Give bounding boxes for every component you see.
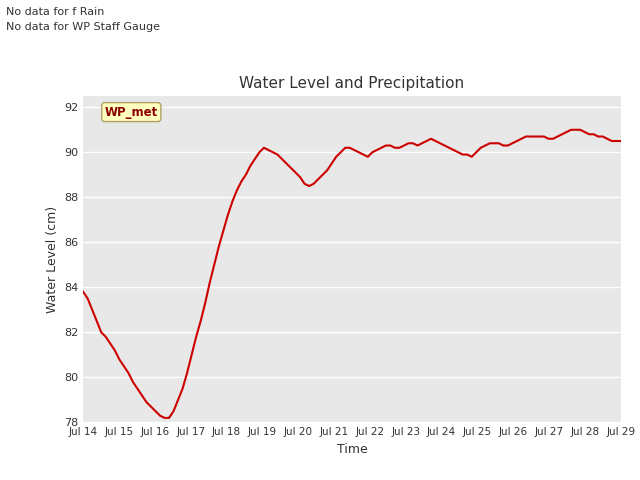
Title: Water Level and Precipitation: Water Level and Precipitation <box>239 76 465 91</box>
Text: WP_met: WP_met <box>105 106 158 119</box>
Text: No data for WP Staff Gauge: No data for WP Staff Gauge <box>6 22 161 32</box>
Text: No data for f Rain: No data for f Rain <box>6 7 105 17</box>
Y-axis label: Water Level (cm): Water Level (cm) <box>45 205 58 313</box>
X-axis label: Time: Time <box>337 443 367 456</box>
